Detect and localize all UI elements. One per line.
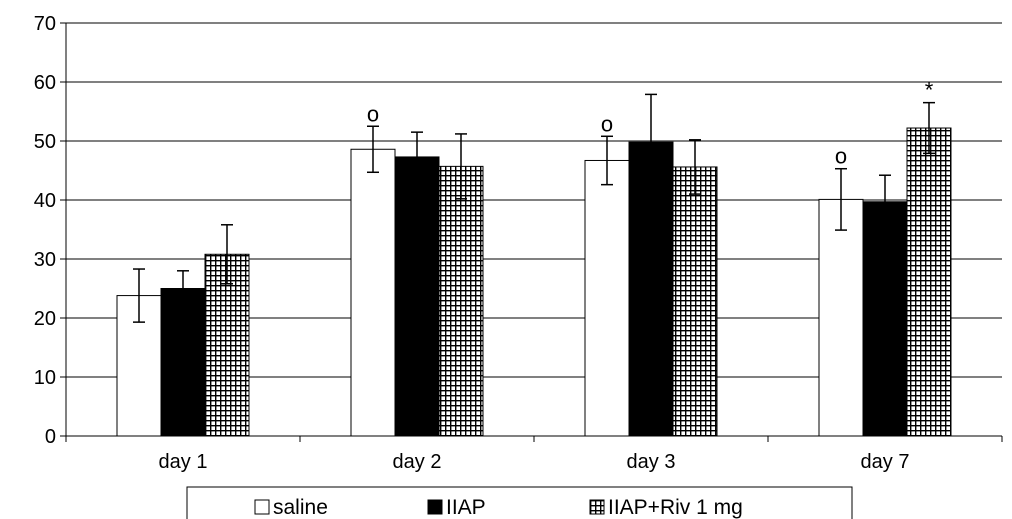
y-tick-label: 50 [34, 131, 56, 153]
significance-marker: o [367, 101, 379, 126]
bar-iiap-riv-1-mg-day-7 [906, 127, 952, 437]
bar-iiap-riv-1-mg-day-3 [672, 166, 718, 437]
x-tick-label: day 2 [393, 451, 442, 473]
y-tick-label: 70 [34, 13, 56, 35]
x-tick-label: day 7 [861, 451, 910, 473]
y-tick-label: 60 [34, 72, 56, 94]
legend-swatch [254, 499, 270, 515]
legend-swatch [589, 499, 605, 515]
significance-marker: o [601, 111, 613, 136]
bar-iiap-day-3 [628, 141, 674, 437]
legend-label: IIAP+Riv 1 mg [608, 496, 743, 519]
bar-saline-day-7 [818, 198, 864, 437]
legend: saline IIAP IIAP+Riv 1 mg [186, 486, 853, 519]
legend-label: saline [273, 496, 328, 519]
y-tick-label: 20 [34, 308, 56, 330]
y-tick-label: 0 [45, 426, 56, 448]
significance-marker: * [925, 78, 934, 103]
significance-marker: o [835, 144, 847, 169]
bar-iiap-day-7 [862, 201, 908, 437]
bars [116, 93, 952, 437]
legend-box [186, 486, 853, 519]
legend-swatch [427, 499, 443, 515]
bar-iiap-day-1 [160, 288, 206, 437]
x-tick-label: day 1 [159, 451, 208, 473]
x-tick-label: day 3 [627, 451, 676, 473]
bar-iiap-riv-1-mg-day-1 [204, 253, 250, 437]
y-tick-label: 10 [34, 367, 56, 389]
bar-saline-day-2 [350, 148, 396, 437]
bar-saline-day-3 [584, 159, 630, 437]
bar-iiap-day-2 [394, 156, 440, 437]
bar-iiap-riv-1-mg-day-2 [438, 165, 484, 437]
y-tick-label: 30 [34, 249, 56, 271]
axis-labels: 0 10 20 30 40 50 60 70 day 1 day 2 day 3 day 7 o o o * [34, 13, 934, 473]
y-tick-label: 40 [34, 190, 56, 212]
legend-label: IIAP [446, 496, 486, 519]
